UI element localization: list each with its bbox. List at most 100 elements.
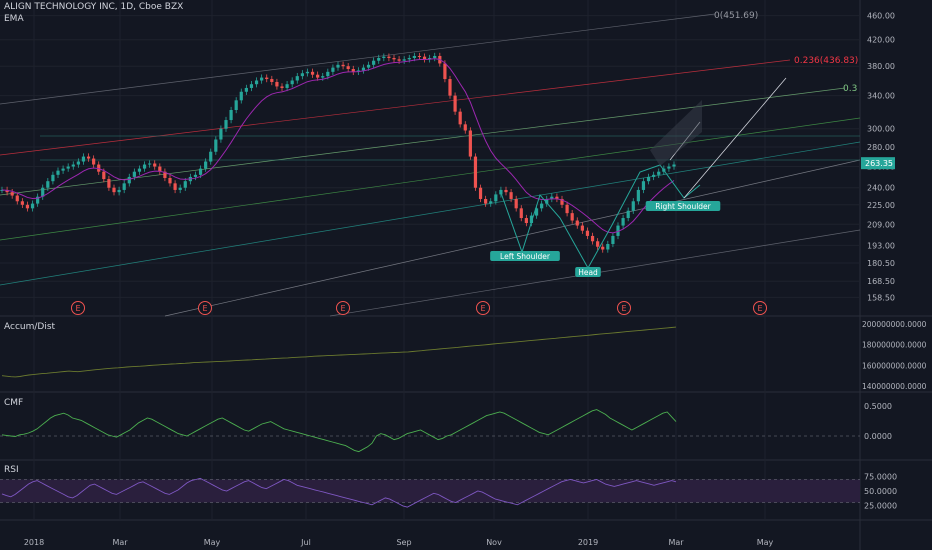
candle <box>204 161 208 169</box>
candle <box>336 64 340 68</box>
y-tick-label: 225.00 <box>867 201 895 210</box>
channel-line <box>0 141 861 286</box>
candle <box>341 64 345 67</box>
candle <box>361 67 366 71</box>
channel-line <box>164 159 861 317</box>
candle <box>76 161 80 165</box>
candle <box>509 192 513 199</box>
annotation-badge <box>575 267 601 277</box>
candle <box>316 74 320 78</box>
candle <box>249 84 254 88</box>
candle <box>524 218 528 224</box>
symbol-title: ALIGN TECHNOLOGY INC, 1D, Cboe BZX <box>4 2 184 12</box>
candle <box>153 163 157 167</box>
candle <box>173 183 177 190</box>
candle <box>275 81 279 87</box>
x-tick-label: Mar <box>668 538 684 547</box>
annotation-badge <box>645 201 721 211</box>
candle <box>15 195 19 202</box>
candle <box>590 235 595 242</box>
candle <box>468 130 472 157</box>
candle <box>56 170 60 175</box>
y-tick-label: 180.50 <box>867 259 895 268</box>
fib-level-label: 0.3 <box>843 84 857 94</box>
y-tick-label: 380.00 <box>867 62 895 71</box>
candle <box>428 57 432 60</box>
y-tick-label: 240.00 <box>867 184 895 193</box>
candle <box>412 55 416 58</box>
candle <box>372 60 376 65</box>
candle <box>81 156 86 162</box>
candle <box>285 84 289 88</box>
candle <box>570 213 574 221</box>
candle <box>214 139 218 152</box>
candle <box>198 168 203 175</box>
candle <box>601 246 605 250</box>
annotation-label: Head <box>578 268 598 277</box>
candle <box>30 203 35 209</box>
y-tick-label: 300.00 <box>867 125 895 134</box>
last-price-label: 263.35 <box>865 159 893 168</box>
candle <box>290 80 294 85</box>
channel-line <box>0 87 846 196</box>
candle <box>127 176 131 184</box>
candle <box>484 198 488 204</box>
study-label: EMA <box>4 14 24 24</box>
candle <box>193 174 198 177</box>
rsi-line <box>1 477 677 508</box>
candle <box>652 174 656 177</box>
projection-arrow <box>683 77 787 199</box>
earnings-marker <box>617 301 631 315</box>
rsi-title: RSI <box>4 465 19 475</box>
candle <box>473 156 478 188</box>
y-tick-label: 280.00 <box>867 143 895 152</box>
candle <box>331 67 335 72</box>
candle <box>463 124 467 131</box>
indicator-tick-label: 140000000.0000 <box>862 382 927 391</box>
pattern-outline <box>499 164 701 270</box>
channel-line <box>0 13 716 105</box>
candle <box>326 71 330 77</box>
candle <box>142 164 147 169</box>
candle <box>178 187 182 190</box>
candle <box>295 76 299 81</box>
candle <box>122 183 126 190</box>
candle <box>519 208 523 219</box>
earnings-marker-label: E <box>621 304 626 313</box>
candle <box>646 176 651 182</box>
candle <box>46 181 50 188</box>
price-axis[interactable]: 2018 Mar May Jul Sep Nov 2019 Mar May 460.00 420.0… <box>24 12 927 547</box>
candle <box>239 91 243 101</box>
earnings-marker <box>71 301 85 315</box>
candle <box>97 164 101 172</box>
candle <box>417 55 422 57</box>
indicator-tick-label: 200000000.0000 <box>862 320 927 329</box>
candle <box>392 57 396 60</box>
channel-line <box>0 117 861 241</box>
candle <box>219 128 223 140</box>
cmf-title: CMF <box>4 398 24 408</box>
candle <box>112 187 116 193</box>
cmf-line <box>1 409 677 453</box>
candle <box>25 204 30 209</box>
y-tick-label: 340.00 <box>867 92 895 101</box>
candle <box>534 208 539 216</box>
candle <box>351 69 355 72</box>
candle <box>270 79 274 82</box>
candle <box>616 225 620 236</box>
candle <box>71 164 75 167</box>
candle <box>137 168 142 172</box>
candle <box>163 171 167 178</box>
candle <box>422 56 427 60</box>
candle <box>41 187 45 197</box>
annotation-label: Right Shoulder <box>655 202 711 211</box>
indicator-panes <box>0 326 860 508</box>
candle <box>168 177 172 184</box>
candle <box>611 235 615 244</box>
last-price-tag <box>861 157 895 170</box>
candle <box>641 181 646 190</box>
price-pane[interactable]: 0(451.69) 0.236(436.83) 0.3 Left Shoulder He… <box>0 11 861 317</box>
candle <box>402 59 406 61</box>
candle <box>280 86 284 88</box>
